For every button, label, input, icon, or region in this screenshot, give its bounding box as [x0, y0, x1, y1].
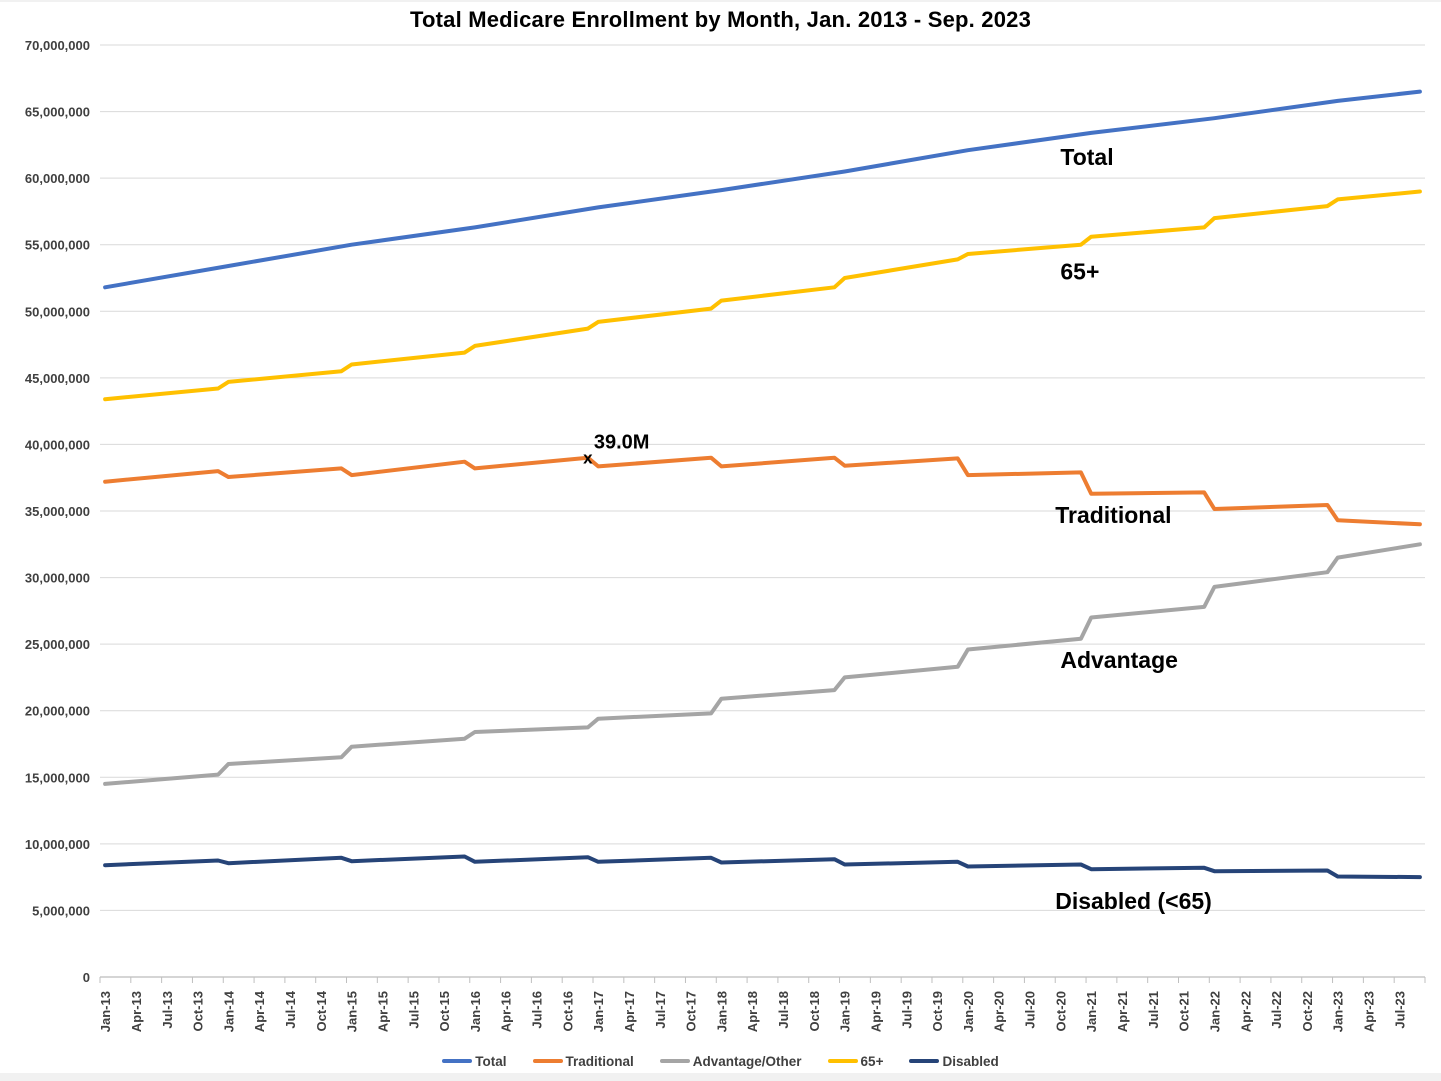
x-axis-tick-label: Apr-14 — [252, 990, 267, 1032]
legend-label: Total — [475, 1053, 507, 1069]
series-inline-label-total: Total — [1060, 144, 1113, 170]
legend-swatch-65 — [827, 1058, 858, 1064]
x-axis-tick-label: Jan-21 — [1084, 991, 1099, 1032]
x-axis-tick-label: Jan-17 — [591, 991, 606, 1032]
x-axis-tick-label: Jul-21 — [1146, 991, 1161, 1029]
x-axis-tick-label: Oct-18 — [807, 991, 822, 1031]
x-axis-tick-label: Jul-15 — [406, 991, 421, 1029]
series-inline-label-disabled: Disabled (<65) — [1055, 888, 1212, 914]
x-axis-tick-label: Jul-19 — [899, 991, 914, 1029]
x-axis-tick-label: Oct-19 — [930, 991, 945, 1031]
x-axis-tick-label: Jan-13 — [98, 991, 113, 1032]
legend-label: Traditional — [565, 1053, 634, 1069]
legend-item-65: 65+ — [827, 1053, 884, 1069]
x-axis-tick-label: Jan-22 — [1207, 991, 1222, 1032]
series-line-disabled — [103, 854, 1422, 880]
annotation-value-label: 39.0M — [594, 432, 650, 454]
legend-item-total: Total — [442, 1053, 507, 1069]
series-line-65 — [103, 189, 1422, 402]
x-axis-tick-label: Jul-16 — [530, 991, 545, 1029]
x-axis-tick-label: Jul-22 — [1269, 991, 1284, 1029]
legend-label: 65+ — [860, 1053, 884, 1069]
x-axis-tick-label: Jan-19 — [838, 991, 853, 1032]
x-axis-tick-label: Jul-17 — [653, 991, 668, 1029]
y-axis-tick-label: 50,000,000 — [25, 304, 90, 319]
y-axis-tick-label: 15,000,000 — [25, 770, 90, 785]
x-axis-tick-label: Apr-22 — [1238, 991, 1253, 1032]
legend-swatch-disabled — [909, 1058, 940, 1064]
x-axis-tick-label: Jul-23 — [1392, 991, 1407, 1029]
x-axis-tick-label: Apr-21 — [1115, 991, 1130, 1032]
x-axis-tick-label: Apr-16 — [499, 991, 514, 1032]
legend-item-traditional: Traditional — [532, 1053, 634, 1069]
legend-swatch-total — [442, 1058, 473, 1064]
x-axis-tick-label: Apr-17 — [622, 991, 637, 1032]
y-axis-tick-label: 10,000,000 — [25, 837, 90, 852]
x-axis-tick-label: Apr-13 — [129, 991, 144, 1032]
legend-label: Advantage/Other — [692, 1053, 802, 1069]
x-axis-tick-label: Jan-14 — [221, 990, 236, 1032]
series-line-traditional — [103, 455, 1422, 527]
y-axis-tick-label: 0 — [83, 970, 90, 985]
y-axis-tick-label: 35,000,000 — [25, 504, 90, 519]
legend-item-advantage-other: Advantage/Other — [659, 1053, 802, 1069]
x-axis-tick-label: Jul-18 — [776, 991, 791, 1029]
x-axis-tick-label: Oct-20 — [1053, 991, 1068, 1031]
x-axis-tick-label: Apr-20 — [992, 991, 1007, 1032]
series-inline-label-advantage-other: Advantage — [1060, 647, 1178, 673]
y-axis-tick-label: 30,000,000 — [25, 571, 90, 586]
series-inline-label-traditional: Traditional — [1055, 502, 1171, 528]
x-axis-tick-label: Oct-15 — [437, 991, 452, 1031]
legend: Total Traditional Advantage/Other 65+ Disabl… — [0, 1050, 1441, 1072]
x-axis-tick-label: Jan-18 — [714, 991, 729, 1032]
series-line-total — [103, 89, 1422, 290]
y-axis-tick-label: 55,000,000 — [25, 238, 90, 253]
x-axis-tick-label: Apr-23 — [1362, 991, 1377, 1032]
x-axis-tick-label: Apr-19 — [868, 991, 883, 1032]
x-axis-tick-label: Oct-16 — [560, 991, 575, 1031]
legend-swatch-advantage-other — [659, 1058, 690, 1064]
y-axis-tick-label: 65,000,000 — [25, 105, 90, 120]
legend-swatch-traditional — [532, 1058, 563, 1064]
x-axis-tick-label: Oct-17 — [684, 991, 699, 1031]
x-axis-tick-label: Oct-13 — [191, 991, 206, 1031]
legend-item-disabled: Disabled — [909, 1053, 999, 1069]
y-axis-tick-label: 25,000,000 — [25, 637, 90, 652]
x-axis-tick-label: Oct-14 — [314, 990, 329, 1031]
x-axis-tick-label: Jan-15 — [345, 991, 360, 1032]
legend-label: Disabled — [942, 1053, 999, 1069]
series-line-advantage-other — [103, 542, 1422, 786]
y-axis-tick-label: 60,000,000 — [25, 171, 90, 186]
bottom-gutter — [0, 1073, 1441, 1081]
x-axis-tick-label: Jan-16 — [468, 991, 483, 1032]
y-axis-tick-label: 40,000,000 — [25, 437, 90, 452]
annotation-x-marker: x — [583, 449, 593, 468]
x-axis-tick-label: Apr-18 — [745, 991, 760, 1032]
y-axis-tick-label: 70,000,000 — [25, 38, 90, 53]
y-axis-tick-label: 20,000,000 — [25, 704, 90, 719]
y-axis-tick-label: 5,000,000 — [32, 903, 90, 918]
x-axis-tick-label: Jan-20 — [961, 991, 976, 1032]
x-axis-tick-label: Jan-23 — [1331, 991, 1346, 1032]
x-axis-tick-label: Oct-22 — [1300, 991, 1315, 1031]
series-inline-label-65: 65+ — [1060, 258, 1099, 284]
x-axis-tick-label: Jul-14 — [283, 990, 298, 1028]
x-axis-tick-label: Jul-20 — [1023, 991, 1038, 1029]
x-axis-tick-label: Apr-15 — [375, 991, 390, 1032]
x-axis-tick-label: Jul-13 — [160, 991, 175, 1029]
x-axis-tick-label: Oct-21 — [1177, 991, 1192, 1031]
chart-title: Total Medicare Enrollment by Month, Jan.… — [409, 7, 1032, 32]
y-axis-tick-label: 45,000,000 — [25, 371, 90, 386]
